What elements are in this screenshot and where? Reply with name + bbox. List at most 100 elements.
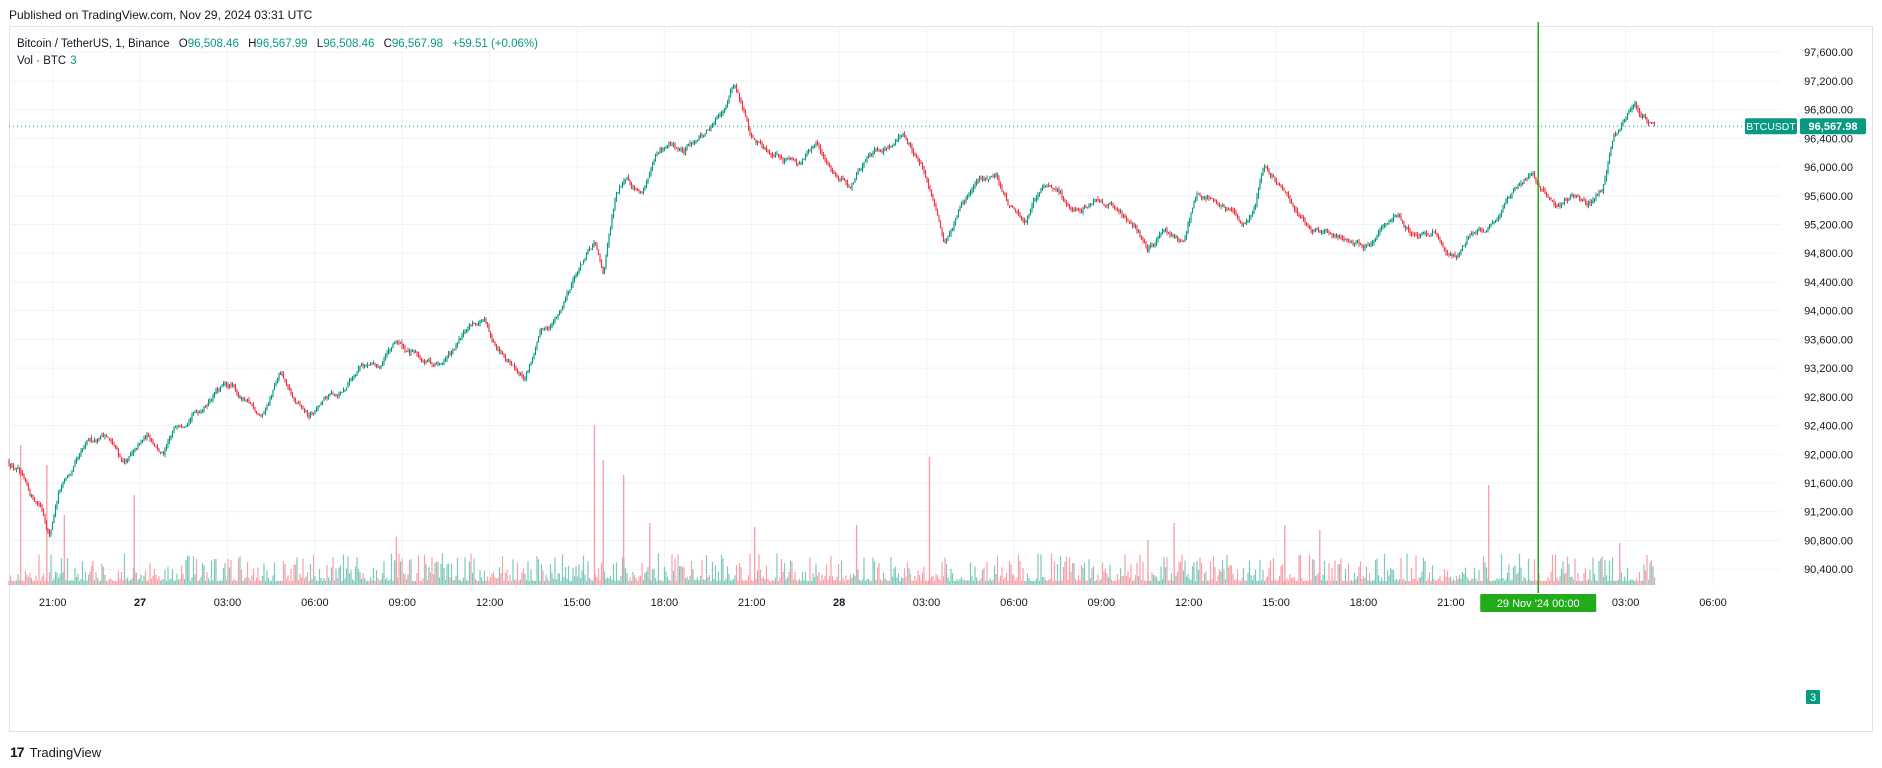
candle-body [1401,219,1404,224]
candle-body [993,176,996,178]
candle-body [1611,140,1614,148]
candle-body [521,373,523,377]
candle-body [15,468,18,470]
candle-body [1416,234,1419,237]
volume-bar [348,573,351,585]
volume-bar [1614,580,1617,585]
volume-bar [635,578,637,585]
candle-body [783,160,786,162]
symbol-title[interactable]: Bitcoin / TetherUS, 1, Binance [17,38,170,50]
volume-bar [1005,572,1008,585]
volume-bar [1557,580,1560,585]
volume-bar [1362,575,1365,585]
candle-body [234,386,237,391]
candle-body [1329,232,1332,234]
candle-body [1337,234,1339,238]
volume-bar [1011,573,1014,585]
volume-spike [1147,540,1149,585]
candle-body [551,322,553,326]
candle-body [1299,215,1302,218]
close-label: C [383,38,392,50]
volume-spike [1619,543,1621,585]
volume-bar [221,580,223,585]
volume-bar [1293,577,1296,585]
volume-bar [1346,581,1348,585]
volume-bar [137,580,139,585]
tradingview-logo[interactable]: 17 TradingView [10,744,101,760]
volume-spike [133,495,135,585]
candle-body [873,149,876,152]
volume-bar [1286,578,1288,585]
candle-body [465,331,468,333]
candle-body [966,196,969,199]
candle-body [1091,204,1093,206]
candle-body [1557,204,1560,207]
candle-body [57,491,60,501]
volume-bar [1650,560,1653,585]
volume-bar [1112,580,1114,585]
candle-body [71,471,73,475]
candle-body [1295,209,1297,211]
volume-bar [699,575,702,585]
volume-bar [1574,558,1576,585]
candle-body [669,142,672,144]
candle-body [525,372,528,379]
tradingview-mark-icon: 17 [10,744,25,760]
candle-body [1134,225,1137,228]
volume-bar [1524,578,1527,585]
volume-bar [1299,554,1302,585]
volume-bar [1479,580,1482,585]
candle-body [1194,197,1197,203]
candle-body [1319,230,1321,233]
candle-body [1331,233,1333,236]
volume-bar [999,575,1002,585]
volume-bar [1628,580,1630,585]
volume-bar [1251,579,1254,585]
candle-body [1583,199,1585,202]
volume-bar [1604,560,1606,585]
candle-body [315,409,318,411]
volume-bar [638,576,640,585]
candle-body [558,312,561,315]
candle-body [1439,237,1441,242]
candle-body [1332,235,1335,237]
volume-bar [119,578,121,585]
candle-body [641,192,643,194]
candle-body [1610,147,1612,156]
volume-bar [1445,576,1447,585]
time-tick-label: 06:00 [301,597,329,609]
candle-body [417,354,420,356]
volume-bar [81,561,84,585]
candle-body [728,97,730,103]
candle-body [576,273,579,276]
candle-body [441,362,444,364]
volume-bar [230,560,232,585]
candle-body [720,113,723,115]
candle-body [86,440,88,444]
volume-bar [1263,581,1266,585]
volume-bars [8,425,1656,585]
volume-bar [1037,553,1039,585]
volume-bar [1652,566,1654,585]
volume-bar [438,577,441,585]
price-tick-label: 94,800.00 [1804,248,1853,260]
candle-body [707,129,709,131]
candle-body [794,159,796,161]
candle-body [1218,205,1221,207]
volume-label[interactable]: Vol · BTC [17,55,67,67]
candle-body [449,353,451,355]
volume-bar [1440,580,1443,585]
candle-body [935,205,937,211]
volume-bar [1575,580,1578,585]
volume-bar [1028,577,1030,585]
volume-bar [149,563,151,585]
candle-body [1355,241,1357,243]
candle-body [1586,202,1588,206]
volume-bar [573,576,576,585]
candle-body [483,318,486,320]
candle-body [872,151,874,155]
candle-body [299,403,301,405]
volume-bar [1215,580,1218,585]
volume-bar [1103,571,1105,585]
